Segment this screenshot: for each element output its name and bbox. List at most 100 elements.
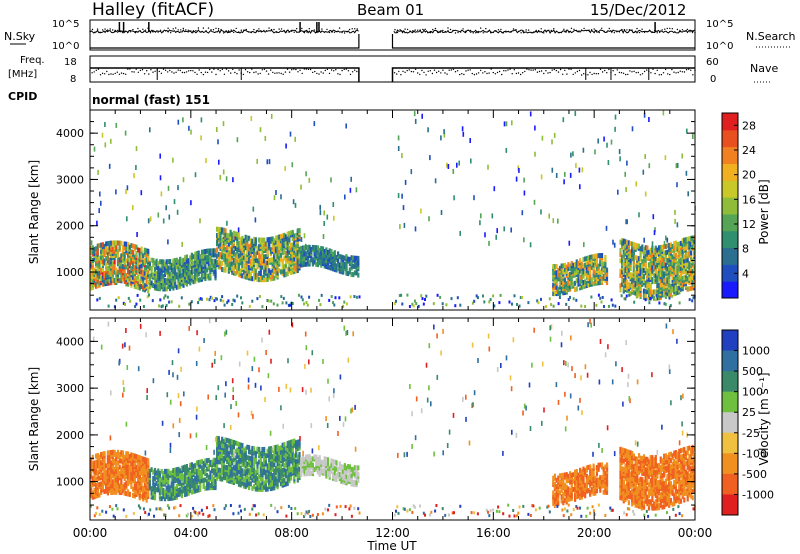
echo-cell bbox=[599, 269, 602, 275]
echo-cell bbox=[656, 283, 659, 288]
echo-cell bbox=[249, 468, 252, 474]
echo-cell bbox=[96, 256, 99, 262]
echo-cell bbox=[397, 135, 400, 141]
echo-cell bbox=[239, 469, 242, 475]
nave-point bbox=[259, 72, 261, 75]
echo-cell bbox=[690, 262, 693, 268]
echo-cell bbox=[209, 248, 212, 254]
echo-cell bbox=[327, 250, 330, 255]
echo-cell bbox=[237, 475, 241, 481]
nave-point bbox=[574, 72, 576, 74]
echo-cell bbox=[158, 267, 162, 273]
echo-cell bbox=[673, 245, 676, 251]
echo-cell bbox=[310, 246, 313, 252]
nave-label: Nave bbox=[750, 62, 778, 75]
echo-cell bbox=[116, 466, 120, 472]
echo-cell bbox=[227, 465, 230, 471]
nave-point bbox=[154, 70, 156, 73]
nave-point bbox=[234, 71, 236, 74]
echo-cell bbox=[207, 265, 210, 271]
echo-cell bbox=[342, 304, 345, 308]
nsearch-point bbox=[283, 30, 285, 32]
echo-cell bbox=[253, 236, 256, 242]
nave-point bbox=[562, 73, 564, 76]
nave-point bbox=[295, 68, 297, 71]
nave-point bbox=[177, 69, 179, 71]
nsearch-point bbox=[623, 29, 626, 31]
echo-cell bbox=[185, 254, 188, 260]
echo-cell bbox=[264, 135, 267, 141]
echo-cell bbox=[258, 480, 261, 486]
echo-cell bbox=[105, 256, 108, 261]
echo-cell bbox=[239, 465, 242, 471]
echo-cell bbox=[283, 232, 286, 238]
echo-cell bbox=[406, 293, 409, 297]
echo-cell bbox=[249, 259, 252, 265]
echo-cell bbox=[231, 471, 234, 476]
echo-cell bbox=[195, 460, 199, 466]
nsearch-point bbox=[104, 28, 106, 30]
echo-cell bbox=[216, 467, 219, 473]
echo-cell bbox=[594, 270, 597, 276]
echo-cell bbox=[427, 127, 429, 133]
echo-cell bbox=[212, 269, 215, 275]
nave-point bbox=[526, 68, 528, 70]
echo-cell bbox=[289, 131, 292, 137]
echo-cell bbox=[143, 457, 146, 463]
echo-cell bbox=[135, 464, 138, 470]
echo-cell bbox=[115, 456, 118, 462]
echo-cell bbox=[97, 169, 99, 175]
nsearch-point bbox=[525, 29, 527, 31]
echo-cell bbox=[127, 466, 130, 472]
echo-cell bbox=[274, 273, 278, 279]
echo-cell bbox=[192, 463, 195, 469]
echo-cell bbox=[167, 494, 170, 499]
echo-cell bbox=[104, 142, 107, 148]
nave-point bbox=[671, 68, 673, 71]
echo-cell bbox=[135, 302, 138, 306]
echo-cell bbox=[236, 460, 239, 466]
echo-cell bbox=[110, 454, 113, 460]
echo-cell bbox=[237, 448, 241, 454]
nsearch-point bbox=[207, 27, 210, 29]
echo-cell bbox=[681, 275, 684, 281]
echo-cell bbox=[300, 184, 302, 190]
echo-cell bbox=[334, 296, 337, 300]
echo-cell bbox=[224, 471, 227, 477]
nave-point bbox=[276, 72, 278, 74]
echo-cell bbox=[632, 290, 635, 296]
echo-cell bbox=[599, 259, 602, 265]
echo-cell bbox=[229, 235, 232, 241]
echo-cell bbox=[320, 246, 323, 251]
echo-cell bbox=[106, 486, 109, 492]
nsky-trace bbox=[89, 29, 696, 34]
echo-cell bbox=[214, 470, 217, 476]
echo-cell bbox=[231, 466, 234, 472]
echo-cell bbox=[125, 273, 128, 278]
nave-point bbox=[471, 72, 473, 75]
echo-cell bbox=[276, 249, 279, 255]
echo-cell bbox=[157, 474, 160, 480]
echo-cell bbox=[118, 257, 121, 263]
nave-point bbox=[532, 69, 534, 71]
nave-point bbox=[110, 73, 112, 75]
echo-cell bbox=[219, 252, 222, 258]
echo-cell bbox=[281, 233, 284, 239]
echo-cell bbox=[198, 298, 201, 302]
echo-cell bbox=[353, 264, 356, 269]
echo-cell bbox=[582, 280, 585, 285]
nave-point bbox=[280, 72, 282, 75]
echo-cell bbox=[231, 246, 234, 252]
echo-cell bbox=[145, 264, 148, 270]
echo-cell bbox=[229, 256, 232, 262]
echo-cell bbox=[679, 257, 683, 263]
echo-cell bbox=[222, 267, 225, 273]
echo-cell bbox=[95, 453, 98, 459]
echo-cell bbox=[298, 246, 301, 252]
nsearch-point bbox=[666, 27, 668, 30]
echo-cell bbox=[570, 275, 573, 281]
nsearch-point bbox=[182, 27, 184, 30]
echo-cell bbox=[174, 486, 177, 492]
echo-cell bbox=[148, 284, 151, 290]
echo-cell bbox=[440, 135, 442, 141]
